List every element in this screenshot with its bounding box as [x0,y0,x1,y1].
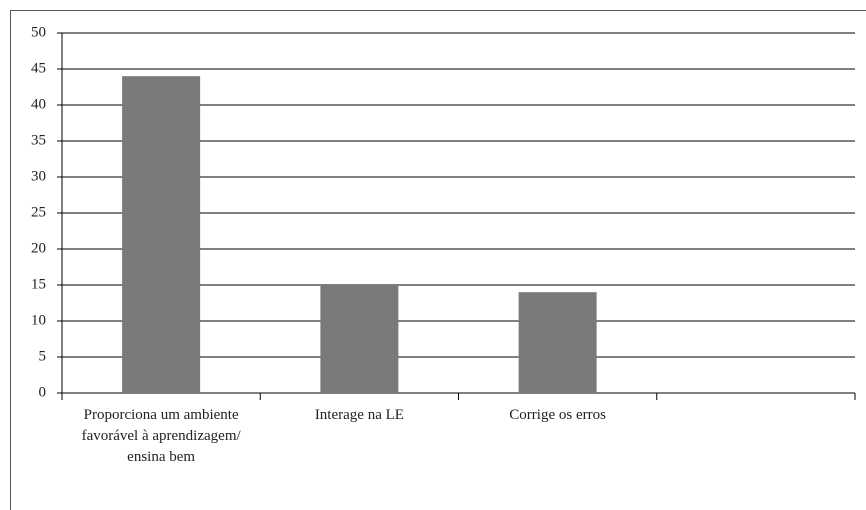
y-tick-label: 45 [31,60,46,76]
bar [320,285,399,393]
y-tick-label: 40 [31,96,46,112]
y-tick-label: 20 [31,240,46,256]
bar [122,76,201,393]
y-tick-label: 10 [31,312,46,328]
y-tick-label: 5 [39,348,47,364]
y-tick-label: 15 [31,276,46,292]
y-tick-label: 0 [39,384,47,400]
bar [518,292,597,393]
x-tick-label: Interage na LE [314,407,404,423]
y-tick-label: 30 [31,168,46,184]
y-tick-label: 25 [31,204,46,220]
y-tick-label: 50 [31,24,46,40]
y-tick-label: 35 [31,132,46,148]
x-tick-label: Corrige os erros [509,407,606,423]
x-tick-label: Proporciona um ambiente favorável à apre… [81,407,241,465]
chart-border [10,10,866,510]
